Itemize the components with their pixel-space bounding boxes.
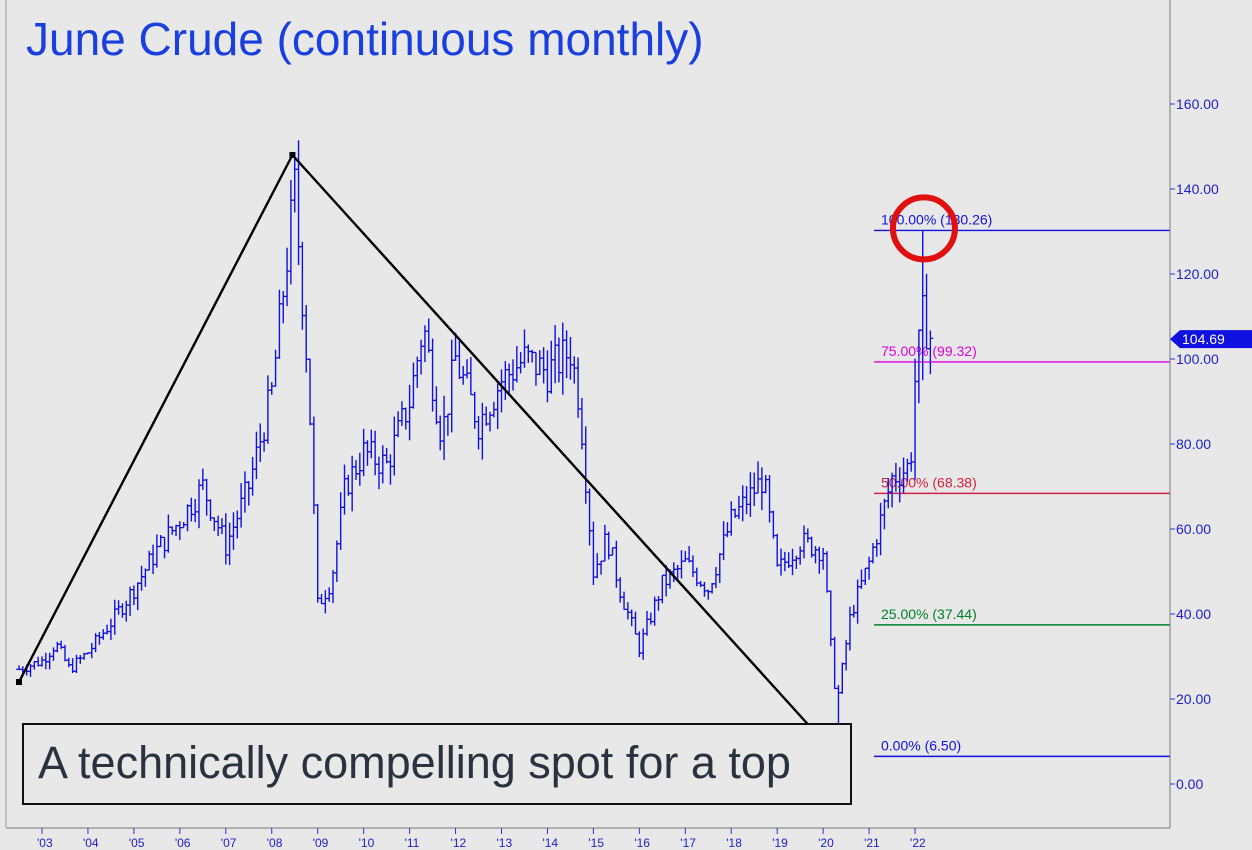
fib-label: 25.00% (37.44) — [881, 606, 977, 622]
y-tick-label: 140.00 — [1176, 181, 1219, 197]
x-tick-label: '10 — [359, 836, 375, 850]
x-tick-label: '13 — [497, 836, 513, 850]
x-tick-label: '07 — [221, 836, 237, 850]
price-bars — [16, 140, 934, 757]
x-tick-label: '05 — [129, 836, 145, 850]
x-tick-label: '06 — [175, 836, 191, 850]
x-tick-label: '12 — [451, 836, 467, 850]
caption-box: A technically compelling spot for a top — [22, 723, 852, 805]
x-tick-label: '20 — [818, 836, 834, 850]
y-tick-label: 100.00 — [1176, 351, 1219, 367]
overlays: 104.69 — [889, 194, 1252, 349]
x-tick-label: '08 — [267, 836, 283, 850]
last-price-tag — [1170, 330, 1252, 349]
pivot-marker — [289, 152, 296, 158]
price-bar — [927, 330, 934, 375]
y-tick-label: 160.00 — [1176, 96, 1219, 112]
fib-label: 0.00% (6.50) — [881, 737, 961, 753]
x-axis: '03 '04 '05 '06 '07 '08 '09 '10 '11 '12 '13 '14 '15 '… — [5, 0, 1170, 850]
chart-title: June Crude (continuous monthly) — [26, 13, 704, 65]
highlight-circle — [889, 194, 958, 263]
fib-label: 75.00% (99.32) — [881, 343, 977, 359]
y-tick-label: 60.00 — [1176, 521, 1211, 537]
y-tick-label: 40.00 — [1176, 606, 1211, 622]
x-tick-label: '15 — [588, 836, 604, 850]
y-tick-label: 0.00 — [1176, 776, 1203, 792]
caption-text: A technically compelling spot for a top — [38, 737, 791, 788]
x-tick-label: '17 — [680, 836, 696, 850]
fib-label: 100.00% (130.26) — [881, 211, 992, 227]
y-tick-label: 120.00 — [1176, 266, 1219, 282]
x-tick-label: '22 — [910, 836, 926, 850]
y-tick-label: 20.00 — [1176, 691, 1211, 707]
y-axis: 160.00 140.00 120.00 100.00 80.00 60.00 40.00 2… — [1169, 0, 1219, 828]
x-tick-label: '09 — [313, 836, 329, 850]
x-tick-label: '18 — [726, 836, 742, 850]
fibonacci-levels: 100.00% (130.26) 75.00% (99.32) 50.00% (68… — [874, 211, 1170, 758]
x-tick-label: '19 — [772, 836, 788, 850]
last-price-label: 104.69 — [1182, 331, 1225, 347]
y-tick-label: 80.00 — [1176, 436, 1211, 452]
trend-line — [17, 154, 294, 683]
pivot-marker — [16, 679, 23, 685]
fib-label: 50.00% (68.38) — [881, 474, 977, 490]
x-tick-label: '14 — [542, 836, 558, 850]
x-tick-label: '11 — [405, 836, 420, 850]
x-tick-label: '04 — [83, 836, 99, 850]
x-tick-label: '16 — [634, 836, 650, 850]
trend-line — [291, 154, 838, 758]
x-tick-label: '03 — [37, 836, 53, 850]
x-tick-label: '21 — [864, 836, 880, 850]
